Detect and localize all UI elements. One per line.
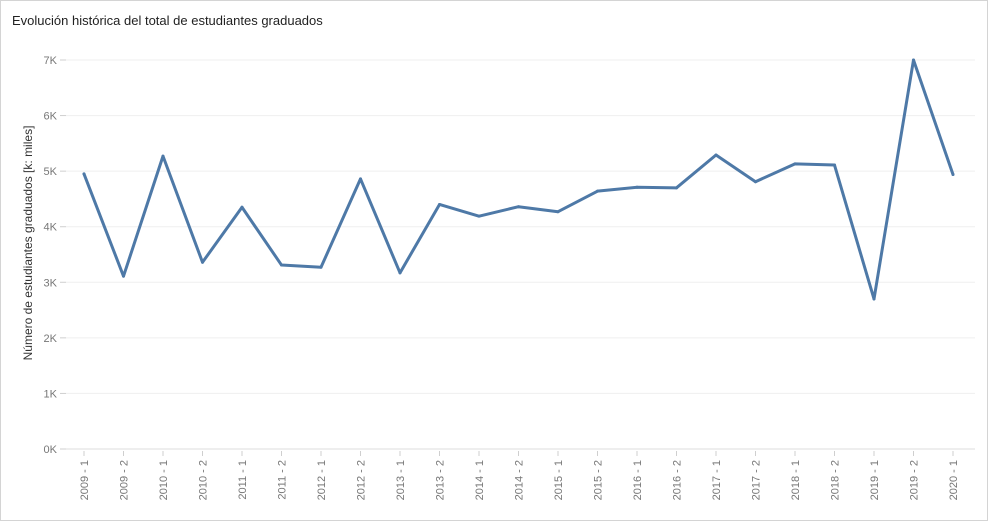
data-point xyxy=(951,172,955,176)
x-tick-label: 2015 - 2 xyxy=(593,460,605,500)
data-point xyxy=(201,260,204,264)
series-group xyxy=(82,58,955,301)
y-tick-label: 1K xyxy=(44,388,58,400)
data-point xyxy=(793,162,797,166)
data-point xyxy=(714,153,718,157)
x-tick-label: 2009 - 2 xyxy=(119,460,131,500)
data-point xyxy=(833,163,836,167)
x-tick-label: 2013 - 2 xyxy=(435,460,447,500)
x-tick-label: 2009 - 1 xyxy=(79,460,91,500)
x-tick-label: 2010 - 1 xyxy=(158,460,170,500)
x-tick-label: 2012 - 2 xyxy=(356,460,368,500)
data-point xyxy=(556,210,560,214)
x-tick-label: 2016 - 2 xyxy=(672,460,684,500)
data-point xyxy=(872,297,876,301)
y-tick-label: 0K xyxy=(44,444,58,456)
data-point xyxy=(635,185,639,189)
x-tick-label: 2017 - 1 xyxy=(711,460,723,500)
x-tick-label: 2018 - 2 xyxy=(830,460,842,500)
y-tick-label: 7K xyxy=(44,55,58,67)
x-tick-label: 2015 - 1 xyxy=(553,460,565,500)
x-tick-label: 2011 - 2 xyxy=(277,460,289,500)
data-point xyxy=(161,154,165,158)
x-tick-label: 2014 - 2 xyxy=(514,460,526,500)
y-tick-label: 5K xyxy=(44,166,58,178)
x-tick-label: 2011 - 1 xyxy=(237,460,249,500)
data-point xyxy=(359,177,362,181)
y-tick-label: 4K xyxy=(44,222,58,234)
data-point xyxy=(280,263,283,267)
x-tick-label: 2016 - 1 xyxy=(632,460,644,500)
x-tick-label: 2018 - 1 xyxy=(790,460,802,500)
x-axis-ticks: 2009 - 1 2009 - 2 2010 - 1 2010 - 2 2011 - 1… xyxy=(79,451,960,500)
data-point xyxy=(319,265,323,269)
y-axis-ticks: 0K 1K 2K 3K 4K 5K 6K 7K xyxy=(44,55,66,456)
x-tick-label: 2019 - 2 xyxy=(909,460,921,500)
data-point xyxy=(675,186,678,190)
data-point xyxy=(122,274,125,278)
y-tick-label: 3K xyxy=(44,277,58,289)
data-point xyxy=(240,205,244,209)
x-tick-label: 2012 - 1 xyxy=(316,460,328,500)
y-tick-label: 2K xyxy=(44,333,58,345)
x-tick-label: 2010 - 2 xyxy=(198,460,210,500)
chart-title: Evolución histórica del total de estudia… xyxy=(12,13,323,28)
x-tick-label: 2019 - 1 xyxy=(869,460,881,500)
gridlines xyxy=(66,59,975,450)
data-point xyxy=(438,202,441,206)
data-point xyxy=(398,271,402,275)
series-line xyxy=(82,58,955,301)
x-tick-label: 2017 - 2 xyxy=(751,460,763,500)
x-tick-label: 2014 - 1 xyxy=(474,460,486,500)
data-point xyxy=(912,58,915,62)
x-tick-label: 2020 - 1 xyxy=(948,460,960,500)
x-tick-label: 2013 - 1 xyxy=(395,460,407,500)
y-tick-label: 6K xyxy=(44,111,58,123)
data-point xyxy=(517,205,520,209)
data-point xyxy=(754,180,757,184)
y-axis-label: Número de estudiantes graduados [k: mile… xyxy=(21,126,35,361)
data-point xyxy=(596,189,599,193)
data-point xyxy=(82,172,86,176)
data-point xyxy=(477,214,481,218)
